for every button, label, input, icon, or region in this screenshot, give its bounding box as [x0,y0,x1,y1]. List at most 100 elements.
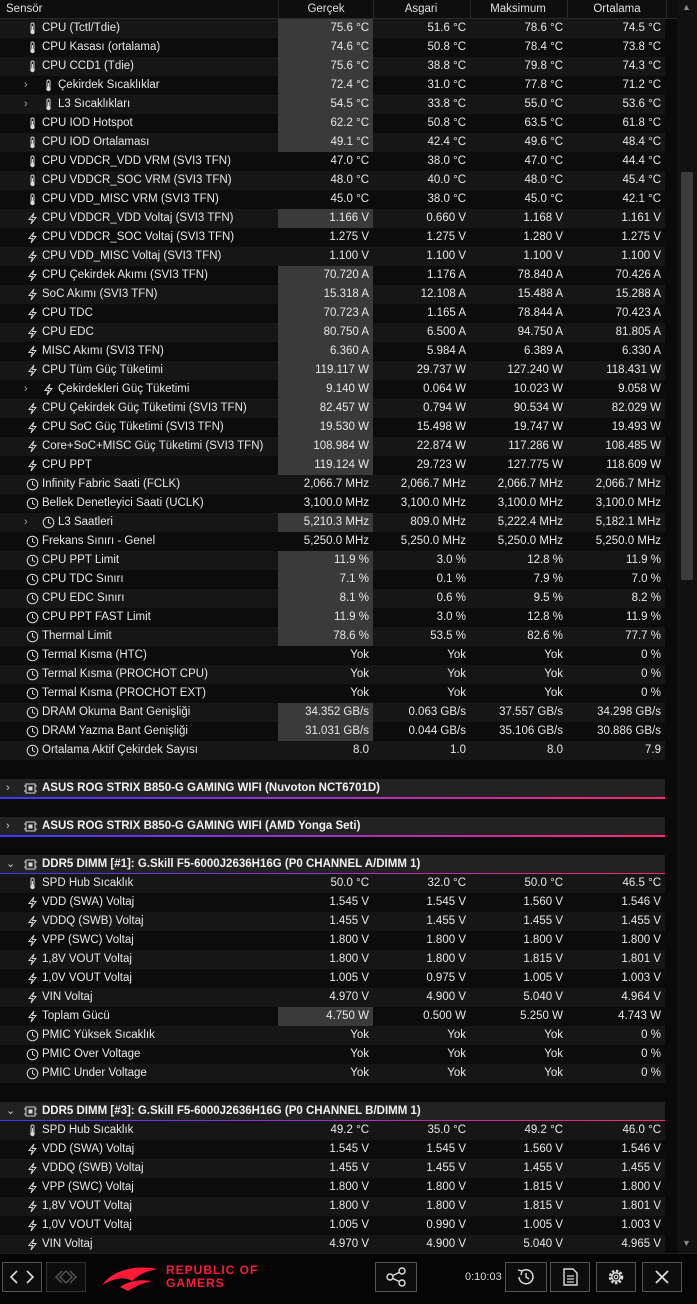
thermometer-icon [26,22,39,35]
group-accent-line [0,835,665,837]
table-row[interactable]: MISC Akımı (SVI3 TFN) 6.360 A 5.984 A 6.389… [0,342,665,361]
value-min: 1.800 V [426,1200,466,1212]
table-row[interactable]: PMIC Yüksek Sıcaklık Yok Yok Yok 0 % [0,1026,665,1045]
share-button[interactable] [375,1262,417,1292]
table-row[interactable]: CPU Çekirdek Akımı (SVI3 TFN) 70.720 A 1.1… [0,266,665,285]
col-header-max[interactable]: Maksimum [470,0,565,18]
table-row[interactable]: › L3 Saatleri 5,210.3 MHz 809.0 MHz 5,222.4 … [0,513,665,532]
sensor-group-header[interactable]: ⌄ DDR5 DIMM [#3]: G.Skill F5-6000J2636H16… [0,1102,665,1121]
table-row[interactable]: CPU TDC 70.723 A 1.165 A 78.844 A 70.423 A [0,304,665,323]
table-row[interactable]: CPU VDD_MISC VRM (SVI3 TFN) 45.0 °C 38.0 °… [0,190,665,209]
scrollbar-thumb[interactable] [681,172,693,580]
sensor-group-header[interactable]: ⌄ DDR5 DIMM [#1]: G.Skill F5-6000J2636H16… [0,855,665,874]
table-row[interactable]: VDDQ (SWB) Voltaj 1.455 V 1.455 V 1.455 V 1.… [0,912,665,931]
table-row[interactable]: Bellek Denetleyici Saati (UCLK) 3,100.0 M… [0,494,665,513]
sensor-group-header[interactable]: › ASUS ROG STRIX B850-G GAMING WIFI (AMD … [0,817,665,836]
table-row[interactable]: CPU EDC Sınırı 8.1 % 0.6 % 9.5 % 8.2 % [0,589,665,608]
col-header-avg[interactable]: Ortalama [567,0,667,18]
table-row[interactable]: Termal Kısma (PROCHOT EXT) Yok Yok Yok 0 % [0,684,665,703]
table-row[interactable]: › L3 Sıcaklıkları 54.5 °C 33.8 °C 55.0 °C 53.… [0,95,665,114]
table-row[interactable]: › Çekirdek Sıcaklıklar 72.4 °C 31.0 °C 77.8 … [0,76,665,95]
clock-icon [26,630,39,643]
table-row[interactable]: CPU TDC Sınırı 7.1 % 0.1 % 7.9 % 7.0 % [0,570,665,589]
reset-clock-button[interactable] [505,1262,547,1292]
table-row[interactable]: 1,8V VOUT Voltaj 1.800 V 1.800 V 1.815 V 1.8… [0,950,665,969]
scroll-down-icon[interactable]: ▼ [682,1238,691,1248]
table-row[interactable]: CPU VDD_MISC Voltaj (SVI3 TFN) 1.100 V 1.1… [0,247,665,266]
expand-chevron-icon[interactable]: › [24,79,28,91]
value-min: 29.737 W [416,364,466,376]
table-row[interactable]: VDD (SWA) Voltaj 1.545 V 1.545 V 1.560 V 1.5… [0,893,665,912]
table-row[interactable]: CPU PPT FAST Limit 11.9 % 3.0 % 12.8 % 11.9 … [0,608,665,627]
table-row[interactable]: CPU VDDCR_SOC Voltaj (SVI3 TFN) 1.275 V 1.… [0,228,665,247]
table-row[interactable]: CPU SoC Güç Tüketimi (SVI3 TFN) 19.530 W 1… [0,418,665,437]
value-min: 3.0 % [436,611,466,623]
table-row[interactable]: CPU VDDCR_VDD VRM (SVI3 TFN) 47.0 °C 38.0 … [0,152,665,171]
chevron-down-icon[interactable]: ⌄ [6,858,16,870]
vertical-scrollbar[interactable]: ▲ ▼ [677,0,697,1253]
table-row[interactable]: SoC Akımı (SVI3 TFN) 15.318 A 12.108 A 15.4… [0,285,665,304]
chevron-down-icon[interactable]: ⌄ [6,1105,16,1117]
value-avg: 4.964 V [621,991,661,1003]
value-avg: 70.423 A [615,307,661,319]
nav-first-last-button[interactable] [46,1262,86,1292]
scroll-up-icon[interactable]: ▲ [682,2,691,12]
table-row[interactable]: CPU VDDCR_VDD Voltaj (SVI3 TFN) 1.166 V 0.… [0,209,665,228]
table-row[interactable]: VIN Voltaj 4.970 V 4.900 V 5.040 V 4.964 V [0,988,665,1007]
table-row[interactable]: Termal Kısma (PROCHOT CPU) Yok Yok Yok 0 % [0,665,665,684]
table-row[interactable]: Toplam Gücü 4.750 W 0.500 W 5.250 W 4.743 W [0,1007,665,1026]
settings-button[interactable] [596,1262,636,1292]
table-row[interactable]: CPU IOD Ortalaması 49.1 °C 42.4 °C 49.6 °C 4… [0,133,665,152]
table-row[interactable]: PMIC Over Voltage Yok Yok Yok 0 % [0,1045,665,1064]
nav-prev-next-button[interactable] [2,1262,42,1292]
table-row[interactable]: DRAM Yazma Bant Genişliği 31.031 GB/s 0.04… [0,722,665,741]
table-row[interactable]: › Çekirdekleri Güç Tüketimi 9.140 W 0.064 W… [0,380,665,399]
table-row[interactable]: 1,8V VOUT Voltaj 1.800 V 1.800 V 1.815 V 1.8… [0,1197,665,1216]
table-row[interactable]: DRAM Okuma Bant Genişliği 34.352 GB/s 0.06… [0,703,665,722]
col-header-current[interactable]: Gerçek [278,0,373,18]
table-row[interactable]: Core+SoC+MISC Güç Tüketimi (SVI3 TFN) 108… [0,437,665,456]
table-row[interactable]: CPU PPT 119.124 W 29.723 W 127.775 W 118.609… [0,456,665,475]
value-min: 1.455 V [426,915,466,927]
table-row[interactable]: CPU IOD Hotspot 62.2 °C 50.8 °C 63.5 °C 61.8… [0,114,665,133]
table-row[interactable]: 1,0V VOUT Voltaj 1.005 V 0.975 V 1.005 V 1.0… [0,969,665,988]
table-row[interactable]: VIN Voltaj 4.970 V 4.900 V 5.040 V 4.965 V [0,1235,665,1253]
table-row[interactable]: CPU PPT Limit 11.9 % 3.0 % 12.8 % 11.9 % [0,551,665,570]
table-row[interactable]: CPU (Tctl/Tdie) 75.6 °C 51.6 °C 78.6 °C 74.5… [0,19,665,38]
table-row[interactable]: Termal Kısma (HTC) Yok Yok Yok 0 % [0,646,665,665]
table-row[interactable]: Infinity Fabric Saati (FCLK) 2,066.7 MHz 2… [0,475,665,494]
table-row[interactable]: VPP (SWC) Voltaj 1.800 V 1.800 V 1.815 V 1.8… [0,1178,665,1197]
table-row[interactable]: CPU Çekirdek Güç Tüketimi (SVI3 TFN) 82.4… [0,399,665,418]
table-row[interactable]: 1,0V VOUT Voltaj 1.005 V 0.990 V 1.005 V 1.0… [0,1216,665,1235]
table-row[interactable]: VDD (SWA) Voltaj 1.545 V 1.545 V 1.560 V 1.5… [0,1140,665,1159]
expand-chevron-icon[interactable]: › [24,383,28,395]
expand-chevron-icon[interactable]: › [24,516,28,528]
table-row[interactable]: CPU Tüm Güç Tüketimi 119.117 W 29.737 W 127… [0,361,665,380]
table-row[interactable]: CPU CCD1 (Tdie) 75.6 °C 38.8 °C 79.8 °C 74.3… [0,57,665,76]
table-row[interactable]: Ortalama Aktif Çekirdek Sayısı 8.0 1.0 8.0 7… [0,741,665,760]
value-max: 37.557 GB/s [499,706,563,718]
expand-chevron-icon[interactable]: › [24,98,28,110]
close-button[interactable] [642,1262,682,1292]
table-row[interactable]: SPD Hub Sıcaklık 49.2 °C 35.0 °C 49.2 °C 46.… [0,1121,665,1140]
sensor-name: L3 Saatleri [58,516,113,528]
col-header-sensor[interactable]: Sensör [6,3,43,15]
table-row[interactable]: SPD Hub Sıcaklık 50.0 °C 32.0 °C 50.0 °C 46.… [0,874,665,893]
chevron-right-icon[interactable]: › [6,820,10,832]
table-row[interactable]: CPU EDC 80.750 A 6.500 A 94.750 A 81.805 A [0,323,665,342]
thermometer-icon [26,155,39,168]
chevron-right-icon[interactable]: › [6,782,10,794]
table-row[interactable]: CPU Kasası (ortalama) 74.6 °C 50.8 °C 78.4 … [0,38,665,57]
value-max: 10.023 W [513,383,563,395]
sensor-name: Ortalama Aktif Çekirdek Sayısı [42,744,198,756]
table-row[interactable]: VPP (SWC) Voltaj 1.800 V 1.800 V 1.800 V 1.8… [0,931,665,950]
table-row[interactable]: VDDQ (SWB) Voltaj 1.455 V 1.455 V 1.455 V 1.… [0,1159,665,1178]
col-header-min[interactable]: Asgari [373,0,468,18]
table-row[interactable]: Thermal Limit 78.6 % 53.5 % 82.6 % 77.7 % [0,627,665,646]
table-row[interactable]: Frekans Sınırı - Genel 5,250.0 MHz 5,250.0… [0,532,665,551]
table-row[interactable]: PMIC Under Voltage Yok Yok Yok 0 % [0,1064,665,1083]
log-file-button[interactable] [550,1262,590,1292]
value-avg: 1.003 V [621,1219,661,1231]
table-row[interactable]: CPU VDDCR_SOC VRM (SVI3 TFN) 48.0 °C 40.0 … [0,171,665,190]
sensor-group-header[interactable]: › ASUS ROG STRIX B850-G GAMING WIFI (Nuvo… [0,779,665,798]
